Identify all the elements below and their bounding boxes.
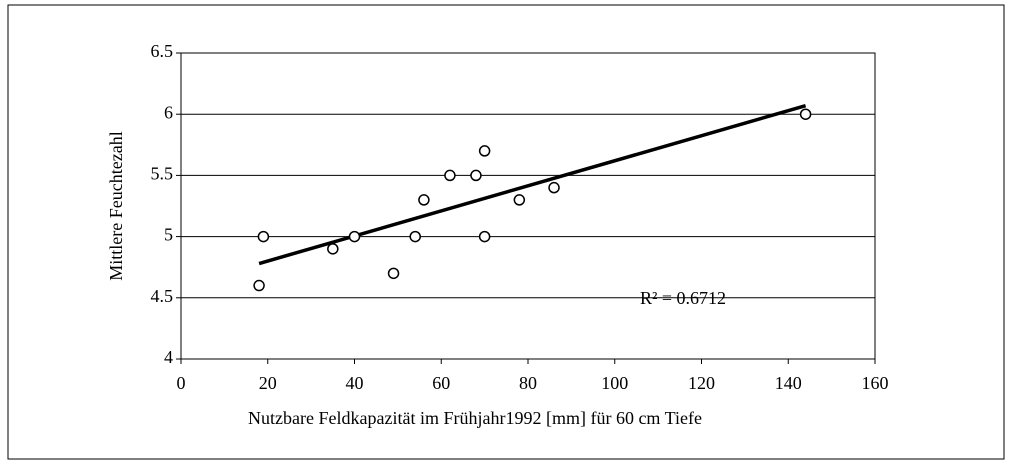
- point: [387, 267, 400, 280]
- trendline: [258, 103, 807, 266]
- point: [799, 108, 812, 120]
- point: [470, 169, 482, 182]
- x-tick-label: 20: [259, 373, 277, 393]
- x-tick-label: 160: [862, 373, 889, 393]
- y-tick-label: 6: [164, 102, 173, 122]
- point: [478, 145, 491, 157]
- y-tick-label: 5.5: [151, 164, 174, 184]
- x-tick-label: 100: [601, 373, 628, 393]
- point: [478, 230, 491, 243]
- frame: [7, 4, 1005, 460]
- point: [253, 279, 265, 292]
- x-tick-label: 140: [775, 373, 802, 393]
- plot-area: [180, 52, 876, 360]
- y-tick-label: 6.5: [151, 41, 174, 61]
- point: [327, 243, 339, 255]
- point: [409, 230, 421, 243]
- y-axis-label: Mittlere Feuchtezahl: [106, 131, 126, 280]
- y-tick-label: 4.5: [151, 286, 174, 306]
- x-tick-label: 60: [432, 373, 450, 393]
- y-tick-label: 4: [164, 347, 173, 367]
- x-tick-label: 80: [519, 373, 537, 393]
- point: [548, 181, 560, 194]
- x-tick-label: 120: [688, 373, 715, 393]
- point: [348, 230, 361, 243]
- point: [418, 194, 430, 206]
- x-axis-label: Nutzbare Feldkapazität im Frühjahr1992 […: [248, 408, 702, 428]
- x-tick-label: 40: [346, 373, 364, 393]
- point: [444, 169, 456, 182]
- point: [257, 230, 270, 243]
- point: [513, 194, 526, 206]
- y-tick-label: 5: [164, 225, 173, 245]
- x-tick-label: 0: [177, 373, 186, 393]
